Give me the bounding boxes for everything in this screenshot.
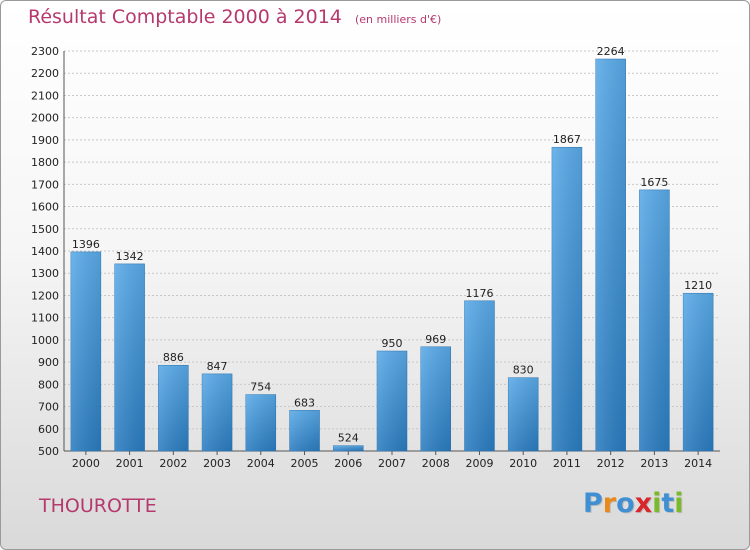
axis-layer: 500 600 700 800 900 1000 1100 1200 1300 1400 1500 1… — [31, 45, 720, 470]
y-tick-label: 2300 — [31, 45, 59, 58]
y-tick-label: 1900 — [31, 134, 59, 147]
logo-letter: r — [602, 488, 617, 519]
data-label: 830 — [513, 364, 534, 377]
x-tick-label: 2004 — [247, 457, 275, 470]
y-tick-label: 1300 — [31, 267, 59, 280]
x-tick-label: 2008 — [422, 457, 450, 470]
data-label: 847 — [207, 360, 228, 373]
x-tick-label: 2007 — [378, 457, 406, 470]
bar-shade — [377, 351, 407, 451]
y-tick-label: 2200 — [31, 67, 59, 80]
bar-shade — [333, 445, 364, 451]
data-label: 969 — [425, 333, 446, 346]
chart-subtitle: (en milliers d'€) — [354, 13, 442, 26]
y-tick-label: 1200 — [31, 289, 59, 302]
bar-shade — [114, 263, 145, 451]
bar-shade — [508, 377, 539, 451]
bar-shade — [595, 59, 626, 451]
y-tick-label: 1500 — [31, 223, 59, 236]
proxiti-logo[interactable]: Proxiti — [583, 488, 684, 519]
x-tick-label: 2010 — [509, 457, 537, 470]
data-label: 1176 — [465, 287, 493, 300]
data-label: 1867 — [553, 133, 581, 146]
data-label: 2264 — [597, 45, 625, 58]
x-tick-label: 2000 — [72, 457, 100, 470]
x-tick-label: 2009 — [465, 457, 493, 470]
x-tick-label: 2014 — [684, 457, 712, 470]
y-tick-label: 2000 — [31, 112, 59, 125]
data-label: 754 — [250, 381, 271, 394]
bar-layer — [70, 58, 714, 452]
y-tick-label: 700 — [38, 401, 59, 414]
logo-letter: x — [634, 488, 653, 519]
logo-letter: P — [583, 488, 603, 519]
logo-letter: i — [652, 488, 662, 519]
logo-letter: o — [616, 488, 635, 519]
bar-shade — [70, 251, 101, 451]
bar-shade — [420, 346, 451, 451]
logo-letter: t — [661, 488, 675, 519]
y-tick-label: 1400 — [31, 245, 59, 258]
x-tick-label: 2005 — [291, 457, 319, 470]
data-label: 1210 — [684, 279, 712, 292]
y-tick-label: 1100 — [31, 312, 59, 325]
commune-name: THOUROTTE — [39, 495, 157, 517]
bar-shade — [464, 300, 495, 451]
data-label: 683 — [294, 396, 315, 409]
x-tick-label: 2001 — [116, 457, 144, 470]
bar-shade — [245, 394, 276, 451]
bar-shade — [639, 189, 670, 451]
bar-shade — [158, 365, 189, 451]
y-tick-label: 1700 — [31, 178, 59, 191]
y-tick-label: 500 — [38, 445, 59, 458]
logo-letter: i — [674, 488, 684, 519]
bar-shade — [551, 147, 582, 451]
y-tick-label: 1600 — [31, 201, 59, 214]
bar-shade — [289, 410, 320, 451]
y-tick-label: 600 — [38, 423, 59, 436]
title-block: Résultat Comptable 2000 à 2014 (en milli… — [28, 6, 441, 28]
bar-shade — [202, 373, 233, 451]
x-tick-label: 2006 — [334, 457, 362, 470]
bar-shade — [683, 293, 714, 451]
chart-title: Résultat Comptable 2000 à 2014 — [28, 6, 342, 28]
y-tick-label: 1800 — [31, 156, 59, 169]
data-label: 1342 — [116, 250, 144, 263]
data-label: 524 — [338, 432, 359, 445]
x-tick-label: 2002 — [159, 457, 187, 470]
y-tick-label: 900 — [38, 356, 59, 369]
y-tick-label: 2100 — [31, 89, 59, 102]
x-tick-label: 2003 — [203, 457, 231, 470]
data-label: 886 — [163, 351, 184, 364]
x-tick-label: 2013 — [640, 457, 668, 470]
data-label: 1396 — [72, 238, 100, 251]
data-label: 1675 — [640, 176, 668, 189]
x-tick-label: 2011 — [553, 457, 581, 470]
label-layer: 1396 1342 886 847 754 683 524 950 969 1176 830 1867… — [72, 45, 712, 445]
x-tick-label: 2012 — [597, 457, 625, 470]
y-tick-label: 800 — [38, 378, 59, 391]
y-tick-label: 1000 — [31, 334, 59, 347]
data-label: 950 — [382, 337, 403, 350]
